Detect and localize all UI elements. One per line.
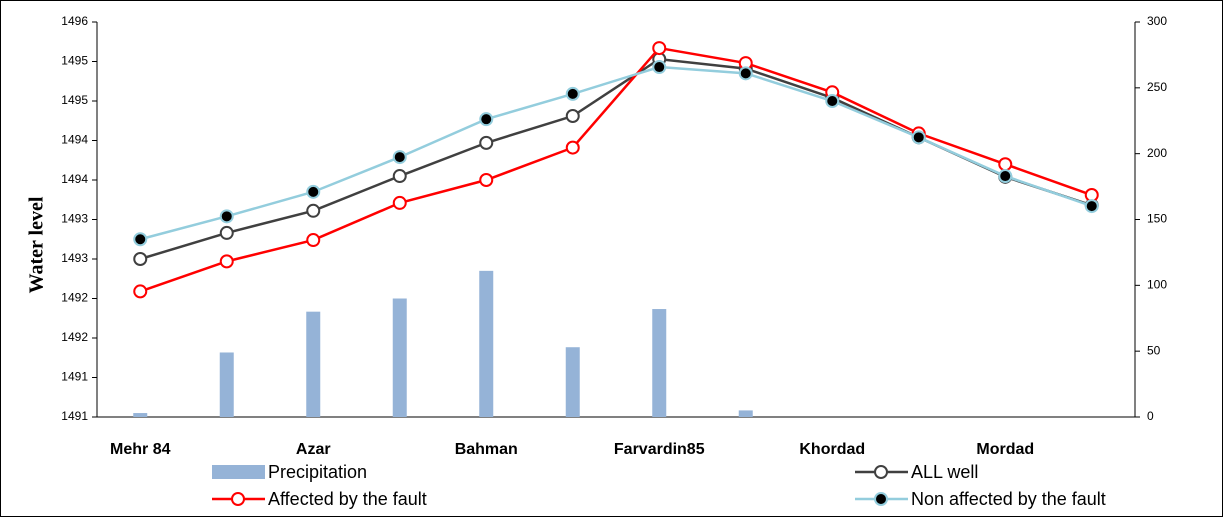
legend-marker (874, 492, 888, 506)
y-tick-label: 1495 (61, 54, 88, 68)
bar (392, 298, 407, 417)
y-tick-label: 1492 (61, 330, 88, 344)
marker (219, 225, 234, 240)
marker (479, 112, 494, 127)
marker (652, 41, 667, 56)
y-tick-label: 1495 (61, 93, 88, 107)
y-tick-label: 1496 (61, 14, 88, 28)
marker (392, 169, 407, 184)
marker (998, 169, 1013, 184)
x-tick-label: Bahman (455, 441, 518, 458)
marker (565, 140, 580, 155)
marker (219, 209, 234, 224)
marker (306, 184, 321, 199)
legend-marker (231, 492, 245, 506)
y2-tick-label: 0 (1147, 409, 1154, 423)
marker (219, 254, 234, 269)
line (139, 65, 1093, 241)
x-tick-label: Khordad (799, 441, 865, 458)
x-tick-label: Mehr 84 (110, 441, 171, 458)
x-tick-label: Farvardin85 (614, 441, 705, 458)
y-tick-label: 1493 (61, 251, 88, 265)
x-tick-label: Mordad (976, 441, 1034, 458)
legend-label: ALL well (911, 462, 978, 482)
y-tick-label: 1494 (61, 133, 88, 147)
bar (479, 270, 494, 417)
y2-tick-label: 250 (1147, 80, 1167, 94)
marker (306, 233, 321, 248)
y2-tick-label: 300 (1147, 14, 1167, 28)
bar (306, 311, 321, 417)
y2-tick-label: 100 (1147, 278, 1167, 292)
marker (565, 86, 580, 101)
bar (133, 413, 148, 417)
marker (392, 150, 407, 165)
y-tick-label: 1494 (61, 172, 88, 186)
legend-label: Non affected by the fault (911, 489, 1106, 509)
marker (133, 252, 148, 266)
marker (652, 60, 667, 75)
marker (133, 284, 148, 299)
bar (219, 352, 234, 417)
legend-label: Affected by the fault (268, 489, 427, 509)
legend-marker (874, 465, 888, 479)
marker (479, 173, 494, 187)
y2-tick-label: 150 (1147, 212, 1167, 226)
marker (998, 157, 1013, 172)
legend-swatch (212, 465, 265, 479)
y-tick-label: 1491 (61, 409, 88, 423)
line (139, 46, 1093, 293)
y-tick-label: 1491 (61, 370, 88, 384)
y2-tick-label: 50 (1147, 343, 1161, 357)
bar (652, 309, 667, 417)
x-tick-label: Azar (296, 441, 331, 458)
bar (565, 347, 580, 417)
y2-tick-label: 200 (1147, 146, 1167, 160)
y-tick-label: 1492 (61, 291, 88, 305)
bar (738, 410, 753, 417)
legend-label: Precipitation (268, 462, 367, 482)
marker (306, 203, 321, 218)
marker (738, 66, 753, 81)
y-tick-label: 1493 (61, 212, 88, 226)
marker (825, 94, 840, 108)
marker (565, 109, 580, 124)
marker (392, 195, 407, 210)
marker (133, 232, 148, 247)
marker (1084, 199, 1099, 214)
y-axis-title: Water level (26, 196, 48, 293)
marker (911, 130, 926, 145)
marker (479, 135, 494, 150)
